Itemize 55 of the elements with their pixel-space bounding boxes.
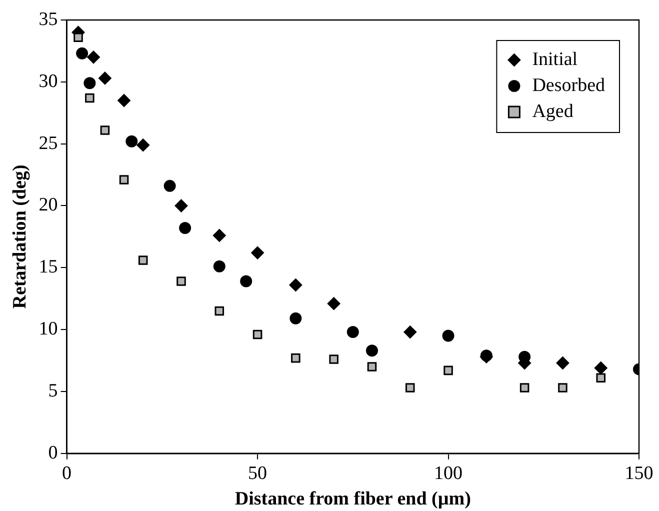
point — [594, 361, 608, 374]
y-tick-label: 5 — [48, 380, 58, 402]
y-tick-label: 10 — [38, 318, 58, 340]
y-axis-title: Retardation (deg) — [9, 164, 30, 309]
point — [76, 47, 88, 60]
point — [556, 356, 570, 370]
x-tick-label: 100 — [434, 462, 463, 484]
point — [290, 312, 302, 324]
y-tick-label: 15 — [38, 256, 58, 278]
y-tick-label: 25 — [38, 132, 58, 154]
point — [85, 93, 94, 103]
point — [138, 256, 148, 265]
point — [444, 366, 453, 376]
point — [442, 330, 454, 342]
point — [118, 94, 131, 107]
y-tick-label: 35 — [38, 8, 58, 30]
point — [179, 222, 192, 234]
y-tick-label: 0 — [48, 442, 58, 464]
point — [119, 175, 129, 184]
point — [126, 135, 138, 148]
point — [291, 353, 300, 363]
point — [240, 275, 252, 288]
y-tick-label: 30 — [38, 70, 58, 92]
point — [327, 297, 340, 310]
point — [87, 50, 100, 64]
legend-label: Initial — [532, 48, 578, 70]
point — [405, 383, 415, 392]
point — [136, 138, 150, 152]
point — [346, 326, 359, 338]
point — [98, 72, 112, 85]
x-tick-label: 150 — [624, 462, 654, 484]
legend-label: Aged — [532, 100, 574, 122]
point — [214, 306, 224, 316]
point — [558, 383, 568, 392]
point — [367, 362, 377, 372]
point — [212, 228, 226, 242]
point — [251, 246, 264, 260]
point — [164, 180, 176, 192]
point — [520, 383, 530, 392]
point — [404, 326, 417, 339]
point — [213, 260, 226, 272]
point — [329, 354, 338, 364]
point — [596, 373, 606, 383]
point — [289, 278, 302, 292]
x-tick-label: 0 — [62, 462, 72, 484]
point — [84, 77, 96, 90]
y-tick-label: 20 — [38, 194, 58, 216]
point — [176, 276, 186, 286]
x-axis-title: Distance from fiber end (µm) — [234, 488, 471, 510]
point — [174, 199, 188, 212]
point — [366, 344, 378, 357]
x-tick-label: 50 — [248, 462, 268, 484]
legend-label: Desorbed — [532, 74, 606, 96]
point — [100, 126, 110, 135]
point — [252, 330, 262, 340]
